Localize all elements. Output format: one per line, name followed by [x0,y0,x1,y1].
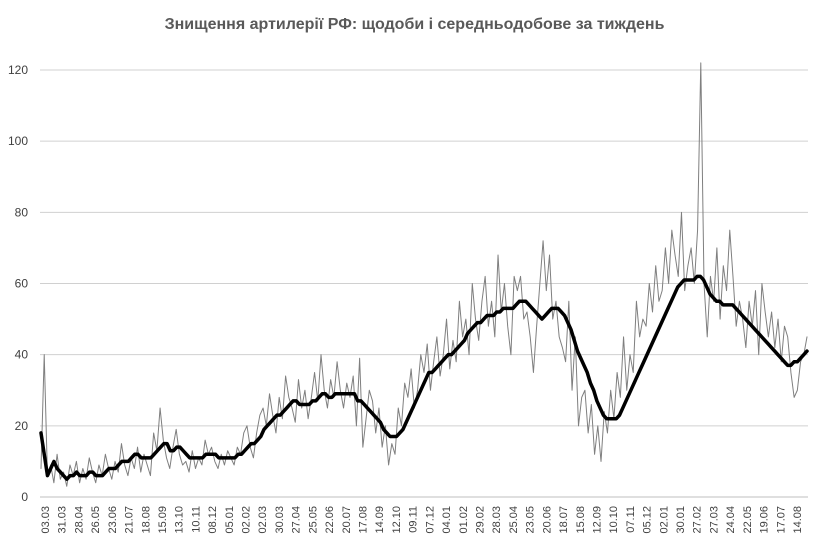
x-tick-label: 21.07 [124,506,136,534]
x-tick-label: 17.07 [775,506,787,534]
x-tick-label: 27.03 [708,506,720,534]
x-tick-label: 04.01 [441,506,453,534]
y-tick-label: 80 [15,205,29,219]
x-tick-label: 27.02 [692,506,704,534]
x-tick-label: 26.05 [90,506,102,534]
x-tick-label: 12.09 [592,506,604,534]
y-tick-label: 20 [15,419,29,433]
x-tick-label: 05.12 [642,506,654,534]
daily-series-line [40,62,808,487]
x-tick-label: 10.11 [190,506,202,533]
y-tick-label: 120 [8,63,28,77]
x-tick-label: 31.03 [57,506,69,534]
x-tick-label: 07.12 [424,506,436,534]
x-tick-label: 15.09 [157,506,169,534]
y-tick-label: 40 [15,348,29,362]
x-tick-label: 22.05 [742,506,754,534]
x-tick-label: 27.04 [291,506,303,534]
x-tick-label: 07.11 [625,506,637,533]
x-tick-label: 22.06 [324,506,336,534]
x-tick-label: 01.02 [458,506,470,534]
y-tick-label: 100 [8,134,28,148]
x-tick-label: 13.10 [174,506,186,534]
x-tick-label: 30.03 [274,506,286,534]
y-tick-label: 0 [21,490,28,504]
x-tick-label: 14.08 [792,506,804,534]
x-tick-label: 28.03 [491,506,503,534]
chart-title: Знищення артилерії РФ: щодоби і середньо… [164,16,665,33]
y-tick-label: 60 [15,277,29,291]
x-tick-label: 15.08 [575,506,587,534]
x-tick-label: 23.05 [525,506,537,534]
x-tick-label: 18.08 [140,506,152,534]
x-tick-label: 23.06 [107,506,119,534]
x-tick-label: 05.01 [224,506,236,534]
x-tick-label: 20.07 [341,506,353,534]
x-tick-label: 10.10 [608,506,620,534]
x-tick-label: 29.02 [475,506,487,534]
x-tick-label: 02.02 [241,506,253,534]
x-tick-label: 08.12 [207,506,219,534]
x-tick-label: 03.03 [40,506,52,534]
x-tick-label: 14.09 [374,506,386,534]
x-tick-label: 20.06 [541,506,553,534]
weekly-average-line [39,274,809,481]
x-tick-label: 24.04 [725,506,737,534]
x-tick-label: 12.10 [391,506,403,534]
x-tick-label: 18.07 [558,506,570,534]
x-tick-label: 25.05 [307,506,319,534]
x-tick-label: 17.08 [358,506,370,534]
x-tick-label: 25.04 [508,506,520,534]
x-tick-label: 09.11 [408,506,420,533]
x-tick-label: 30.01 [675,506,687,534]
x-tick-label: 02.01 [658,506,670,534]
x-tick-label: 02.03 [257,506,269,534]
x-tick-label: 28.04 [73,506,85,534]
x-tick-label: 19.06 [759,506,771,534]
